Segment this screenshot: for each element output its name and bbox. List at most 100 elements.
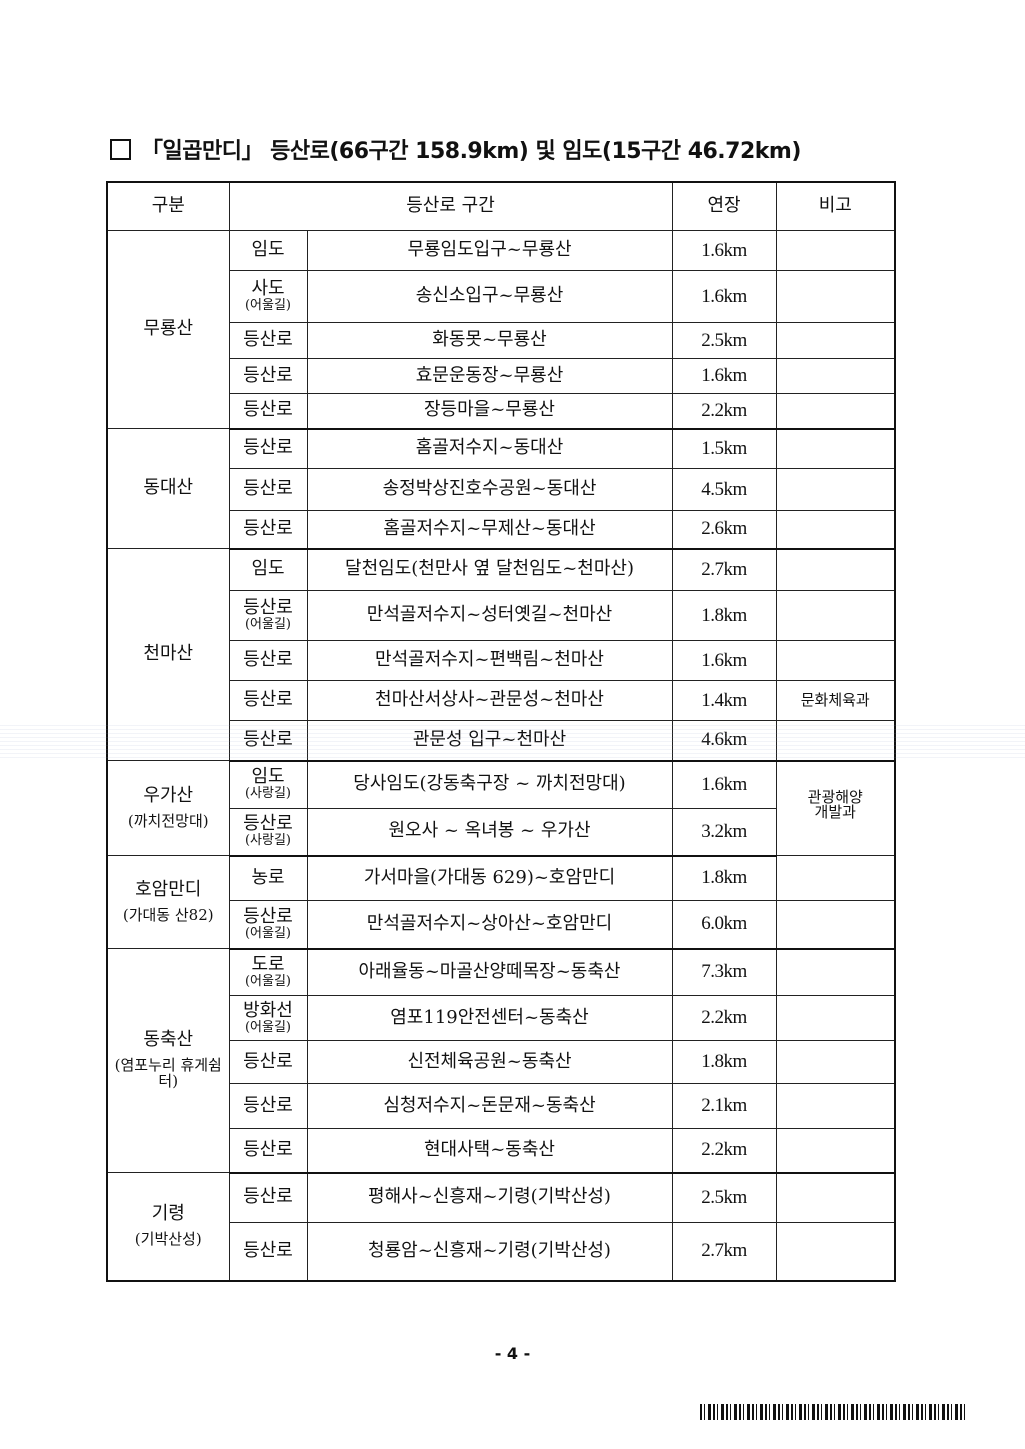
type-label: 등산로 xyxy=(243,1138,293,1160)
length-cell: 1.8km xyxy=(671,590,777,641)
type-label: 등산로 xyxy=(243,329,293,351)
trail-table: 구분 등산로 구간 연장 비고 무룡산 임도 무룡임도입구~무룡산 1.6km 사도 (어… xyxy=(106,181,896,1282)
route-cell: 송정박상진호수공원~동대산 xyxy=(306,468,673,511)
title-text: 「일곱만디」 등산로(66구간 158.9km) 및 임도(15구간 46.72… xyxy=(141,139,801,164)
group-cell: 동대산 xyxy=(106,428,230,549)
route-cell: 홈골저수지~동대산 xyxy=(306,428,673,469)
note-cell xyxy=(775,1040,896,1084)
type-sublabel: (어울길) xyxy=(244,298,292,314)
route-cell: 현대사택~동축산 xyxy=(306,1128,673,1174)
type-cell: 사도 (어울길) xyxy=(228,270,308,323)
group-cell: 우가산 (까치전망대) xyxy=(106,760,230,856)
type-label: 등산로 xyxy=(243,364,293,386)
length-cell: 2.2km xyxy=(671,393,777,430)
table-row: 기령 (기박산성) 등산로 평해사~신흥재~기령(기박산성) 2.5km xyxy=(106,1172,896,1281)
type-cell: 등산로 xyxy=(228,393,308,430)
type-cell: 임도 xyxy=(228,230,308,271)
type-label: 등산로 xyxy=(243,1050,293,1072)
group-subname: (가대동 산82) xyxy=(122,905,214,924)
note-cell: 문화체육과 xyxy=(775,680,896,721)
type-label: 등산로 xyxy=(243,905,293,927)
length-cell: 1.6km xyxy=(671,760,777,809)
table-row: 사도 (어울길) 송신소입구~무룡산 1.6km xyxy=(107,270,896,323)
note-cell xyxy=(775,548,896,591)
note-cell xyxy=(775,358,896,394)
type-cell: 등산로 xyxy=(228,640,308,681)
type-cell: 등산로 xyxy=(228,322,308,359)
note-cell xyxy=(775,900,896,950)
note-cell xyxy=(775,322,896,359)
type-label: 등산로 xyxy=(243,597,293,619)
table-row: 우가산 (까치전망대) 임도 (사랑길) 당사임도(강동축구장 ~ 까치전망대) 1.6k… xyxy=(106,760,896,856)
note-cell xyxy=(775,393,896,430)
type-label: 사도 xyxy=(251,278,285,300)
length-cell: 2.5km xyxy=(671,1172,777,1223)
table-row: 등산로 관문성 입구~천마산 4.6km xyxy=(107,720,896,762)
table-row: 등산로 효문운동장~무룡산 1.6km xyxy=(107,358,896,394)
type-sublabel: (사랑길) xyxy=(244,833,292,849)
page-title: 「일곱만디」 등산로(66구간 158.9km) 및 임도(15구간 46.72… xyxy=(110,133,801,165)
type-label: 도로 xyxy=(251,953,285,975)
table-row: 동대산 등산로 홈골저수지~동대산 1.5km xyxy=(106,428,896,549)
group-subname: (기박산성) xyxy=(134,1229,202,1248)
header-note: 비고 xyxy=(775,181,896,231)
group-cell: 호암만디 (가대동 산82) xyxy=(106,855,230,949)
type-cell: 농로 xyxy=(228,855,308,901)
table-row: 천마산 임도 달천임도(천만사 옆 달천임도~천마산) 2.7km xyxy=(106,548,896,761)
type-label: 등산로 xyxy=(243,1094,293,1116)
type-label: 임도 xyxy=(251,239,285,261)
type-cell: 등산로 (사랑길) xyxy=(228,808,308,857)
note-cell xyxy=(775,855,896,901)
type-label: 등산로 xyxy=(243,437,293,459)
type-cell: 등산로 xyxy=(228,468,308,511)
route-cell: 심청저수지~돈문재~동축산 xyxy=(306,1083,673,1129)
table-header-row: 구분 등산로 구간 연장 비고 xyxy=(106,181,896,231)
route-cell: 만석골저수지~편백림~천마산 xyxy=(306,640,673,681)
type-cell: 등산로 xyxy=(228,1172,308,1223)
table-row: 등산로 송정박상진호수공원~동대산 4.5km xyxy=(107,468,896,511)
table-row: 호암만디 (가대동 산82) 농로 가서마을(가대동 629)~호암만디 1.8km xyxy=(106,855,896,949)
type-label: 등산로 xyxy=(243,728,293,750)
type-label: 등산로 xyxy=(243,517,293,539)
type-cell: 등산로 (어울길) xyxy=(228,590,308,641)
note-cell xyxy=(775,1222,896,1282)
route-cell: 당사임도(강동축구장 ~ 까치전망대) xyxy=(306,760,673,809)
header-route: 등산로 구간 xyxy=(228,181,673,231)
table-row: 등산로 천마산서상사~관문성~천마산 1.4km 문화체육과 xyxy=(107,680,896,721)
length-cell: 1.6km xyxy=(671,230,777,271)
route-cell: 화동못~무룡산 xyxy=(306,322,673,359)
route-cell: 효문운동장~무룡산 xyxy=(306,358,673,394)
route-cell: 평해사~신흥재~기령(기박산성) xyxy=(306,1172,673,1223)
note-cell xyxy=(775,590,896,641)
length-cell: 4.6km xyxy=(671,720,777,762)
length-cell: 4.5km xyxy=(671,468,777,511)
type-label: 등산로 xyxy=(243,1186,293,1208)
length-cell: 2.1km xyxy=(671,1083,777,1129)
type-label: 등산로 xyxy=(243,649,293,671)
note-cell xyxy=(775,270,896,323)
route-cell: 홈골저수지~무제산~동대산 xyxy=(306,510,673,550)
length-cell: 2.2km xyxy=(671,995,777,1041)
type-label: 임도 xyxy=(251,766,285,788)
type-label: 등산로 xyxy=(243,478,293,500)
route-cell: 관문성 입구~천마산 xyxy=(306,720,673,762)
table-row: 등산로 (어울길) 만석골저수지~성터옛길~천마산 1.8km xyxy=(107,590,896,641)
type-cell: 등산로 xyxy=(228,358,308,394)
table-row: 등산로 화동못~무룡산 2.5km xyxy=(107,322,896,359)
type-label: 등산로 xyxy=(243,689,293,711)
page-number: - 4 - xyxy=(494,1344,531,1363)
type-cell: 등산로 (어울길) xyxy=(228,900,308,950)
length-cell: 1.5km xyxy=(671,428,777,469)
note-cell xyxy=(775,230,896,271)
note-cell xyxy=(775,468,896,511)
length-cell: 6.0km xyxy=(671,900,777,950)
group-name: 천마산 xyxy=(143,643,194,665)
table-row: 등산로 만석골저수지~편백림~천마산 1.6km xyxy=(107,640,896,681)
table-body: 무룡산 임도 무룡임도입구~무룡산 1.6km 사도 (어울길) 송신소입구~무룡산 1.6k… xyxy=(106,230,896,1282)
route-cell: 염포119안전센터~동축산 xyxy=(306,995,673,1041)
route-cell: 송신소입구~무룡산 xyxy=(306,270,673,323)
route-cell: 아래율동~마골산양떼목장~동축산 xyxy=(306,948,673,996)
length-cell: 1.6km xyxy=(671,270,777,323)
table-row: 등산로 심청저수지~돈문재~동축산 2.1km xyxy=(107,1083,896,1129)
group-cell: 무룡산 xyxy=(106,230,230,429)
